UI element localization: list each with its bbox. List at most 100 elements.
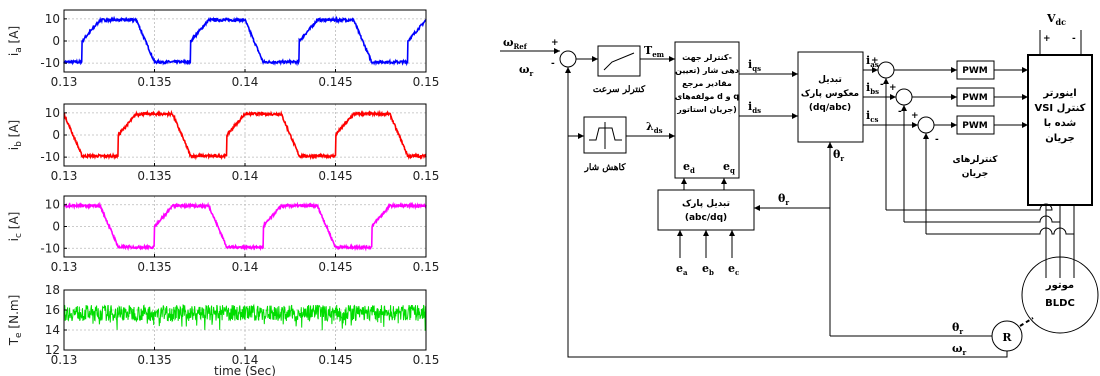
- eq-label: eq: [723, 160, 735, 175]
- arrowhead: [951, 94, 957, 100]
- series-line-2: [63, 201, 427, 252]
- ib-feedback-horz: [904, 215, 1060, 223]
- x-axis-label: time (Sec): [214, 364, 276, 376]
- pwm-label-a: PWM: [962, 66, 988, 76]
- y-tick-label: -10: [40, 56, 60, 70]
- x-tick-label: 0.15: [413, 260, 440, 274]
- park-transform-block: [657, 189, 755, 231]
- arrowhead: [554, 48, 560, 54]
- x-tick-label: 0.145: [318, 169, 352, 183]
- ib-minus: -: [898, 107, 902, 117]
- arrowhead: [1022, 122, 1028, 128]
- sum1-plus: +: [551, 38, 559, 48]
- plot-panel-0: 0.13 0.135 0.14 0.145 0.15 -10 0 10 ia [A]: [7, 9, 440, 89]
- arrowhead: [565, 67, 571, 73]
- y-tick-label: 0: [52, 220, 60, 234]
- y-tick-label: 16: [45, 303, 60, 317]
- ic-sum-junction: [917, 116, 935, 134]
- ias-label: ias: [866, 54, 879, 69]
- y-tick-label: -10: [40, 241, 60, 255]
- plot-panel-3: 0.13 0.135 0.14 0.145 0.15 12 14 16 18 Te [N.m] ti…: [7, 283, 439, 376]
- foc-label-line-1: دهی شار (تعیین: [675, 66, 739, 75]
- y-tick-label: 10: [45, 198, 60, 212]
- inverter-label-line-1: VSI کنترل: [1034, 103, 1085, 114]
- arrowhead: [729, 230, 735, 236]
- ia-sum-junction: [877, 61, 895, 79]
- series-line-1: [63, 109, 427, 161]
- vdc-minus: -: [1072, 34, 1076, 44]
- x-tick-label: 0.13: [51, 353, 78, 367]
- lambda-ds-label: λds: [646, 120, 663, 135]
- pwm-label-c: PWM: [962, 121, 988, 131]
- y-tick-label: 10: [45, 12, 60, 26]
- park-label-line-1: (abc/dq): [685, 213, 727, 223]
- arrowhead: [1022, 94, 1028, 100]
- ia-plus: +: [871, 56, 879, 66]
- current-controllers-label-line-1: جریان: [962, 169, 989, 179]
- vdc-label: Vdc: [1046, 12, 1066, 27]
- arrowhead: [669, 133, 675, 139]
- y-tick-label: 0: [52, 128, 60, 142]
- arrowhead: [792, 71, 798, 77]
- y-tick-label: -10: [40, 150, 60, 164]
- speed-controller-glyph: [603, 52, 635, 71]
- ia-feedback-horz: [886, 203, 1053, 211]
- arrowhead: [792, 113, 798, 119]
- arrowhead: [1022, 67, 1028, 73]
- series-line-0: [63, 15, 427, 67]
- foc-label-line-0: کنترلر جهت-: [682, 53, 732, 62]
- motor-label-line-1: BLDC: [1045, 298, 1075, 309]
- y-tick-label: 14: [45, 323, 60, 337]
- ic-feedback-horz: [926, 227, 1074, 235]
- series-line-3: [63, 303, 427, 331]
- y-tick-label: 0: [52, 34, 60, 48]
- x-tick-label: 0.15: [413, 169, 440, 183]
- arrowhead: [703, 230, 709, 236]
- arrowhead: [669, 56, 675, 62]
- omega-ref-label: ωRef: [503, 36, 528, 51]
- y-tick-label: 12: [45, 343, 60, 357]
- flux-weakening-label: کاهش شار: [583, 162, 626, 173]
- ids-label: ids: [748, 100, 761, 115]
- inverse-park-label-line-1: معکوس پارک: [801, 89, 859, 99]
- speed-controller-block: [597, 45, 641, 77]
- plot-panel-2: 0.13 0.135 0.14 0.145 0.15 -10 0 10 ic [A]: [7, 195, 440, 274]
- ea-label: ea: [676, 262, 688, 277]
- field-oriented-controller-block: [674, 41, 740, 179]
- ib-sum-junction: [895, 88, 913, 106]
- x-tick-label: 0.13: [51, 260, 78, 274]
- ics-label: ics: [866, 109, 878, 124]
- plot-panel-1: 0.13 0.135 0.14 0.145 0.15 -10 0 10 ib [A]: [7, 103, 440, 183]
- pwm-label-b: PWM: [962, 93, 988, 103]
- y-axis-label: ic [A]: [7, 212, 24, 242]
- ic-minus: -: [935, 135, 939, 145]
- theta-inv-label: θr: [833, 148, 844, 163]
- arrowhead: [901, 105, 907, 111]
- ia-minus: -: [880, 80, 884, 90]
- arrowhead: [890, 94, 896, 100]
- bldc-motor: [1021, 256, 1099, 334]
- x-tick-label: 0.14: [232, 75, 259, 89]
- arrowhead: [827, 142, 833, 148]
- speed-error-sum-junction: [559, 50, 577, 68]
- inverter-label-line-2: شده با: [1044, 118, 1077, 129]
- arrowhead: [592, 56, 598, 62]
- x-tick-label: 0.14: [232, 260, 259, 274]
- inverter-label-line-0: اینورتر: [1042, 88, 1076, 99]
- ib-plus: +: [889, 83, 897, 93]
- arrowhead: [923, 133, 929, 139]
- x-tick-label: 0.135: [137, 75, 171, 89]
- iqs-label: iqs: [748, 58, 761, 73]
- x-tick-label: 0.15: [413, 75, 440, 89]
- x-tick-label: 0.14: [232, 353, 259, 367]
- flux-weakening-block: [583, 116, 627, 154]
- y-tick-label: 10: [45, 106, 60, 120]
- x-tick-label: 0.135: [137, 260, 171, 274]
- ed-label: ed: [683, 160, 695, 175]
- park-label-line-0: تبدیل پارک: [682, 199, 730, 209]
- inverse-park-label-line-0: تبدیل: [818, 75, 842, 85]
- y-tick-label: 18: [45, 283, 60, 297]
- eb-label: eb: [702, 262, 714, 277]
